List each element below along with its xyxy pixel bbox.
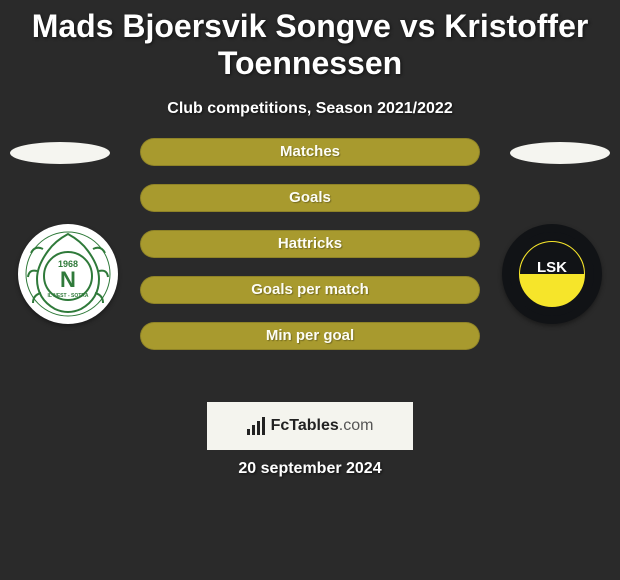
- right-team-badge: LSK: [502, 224, 602, 324]
- brand-name: FcTables: [271, 417, 339, 434]
- nest-sotra-logo: 1968 N IL NEST - SOTRA: [18, 224, 118, 324]
- lsk-logo: LSK: [502, 224, 602, 324]
- brand-text: FcTables.com: [271, 417, 374, 435]
- stat-pill-hattricks: Hattricks: [140, 230, 480, 258]
- nest-sotra-icon: 1968 N IL NEST - SOTRA: [25, 231, 111, 317]
- stat-rows: Matches Goals Hattricks Goals per match …: [140, 138, 480, 350]
- stat-pill-matches: Matches: [140, 138, 480, 166]
- lsk-icon: LSK: [509, 231, 595, 317]
- page-title: Mads Bjoersvik Songve vs Kristoffer Toen…: [0, 0, 620, 92]
- right-header-oval: [510, 142, 610, 164]
- left-header-oval: [10, 142, 110, 164]
- brand-box[interactable]: FcTables.com: [207, 402, 413, 450]
- stat-pill-goals-per-match: Goals per match: [140, 276, 480, 304]
- stat-pill-goals: Goals: [140, 184, 480, 212]
- svg-text:IL NEST - SOTRA: IL NEST - SOTRA: [47, 293, 88, 299]
- stat-pill-min-per-goal: Min per goal: [140, 322, 480, 350]
- date-text: 20 september 2024: [238, 460, 381, 478]
- svg-text:N: N: [60, 267, 76, 292]
- chart-bars-icon: [247, 417, 265, 435]
- brand-suffix: .com: [339, 417, 374, 434]
- comparison-content: 1968 N IL NEST - SOTRA LSK Matches Goals…: [0, 138, 620, 438]
- svg-text:LSK: LSK: [537, 259, 567, 276]
- subtitle: Club competitions, Season 2021/2022: [0, 100, 620, 118]
- left-team-badge: 1968 N IL NEST - SOTRA: [18, 224, 118, 324]
